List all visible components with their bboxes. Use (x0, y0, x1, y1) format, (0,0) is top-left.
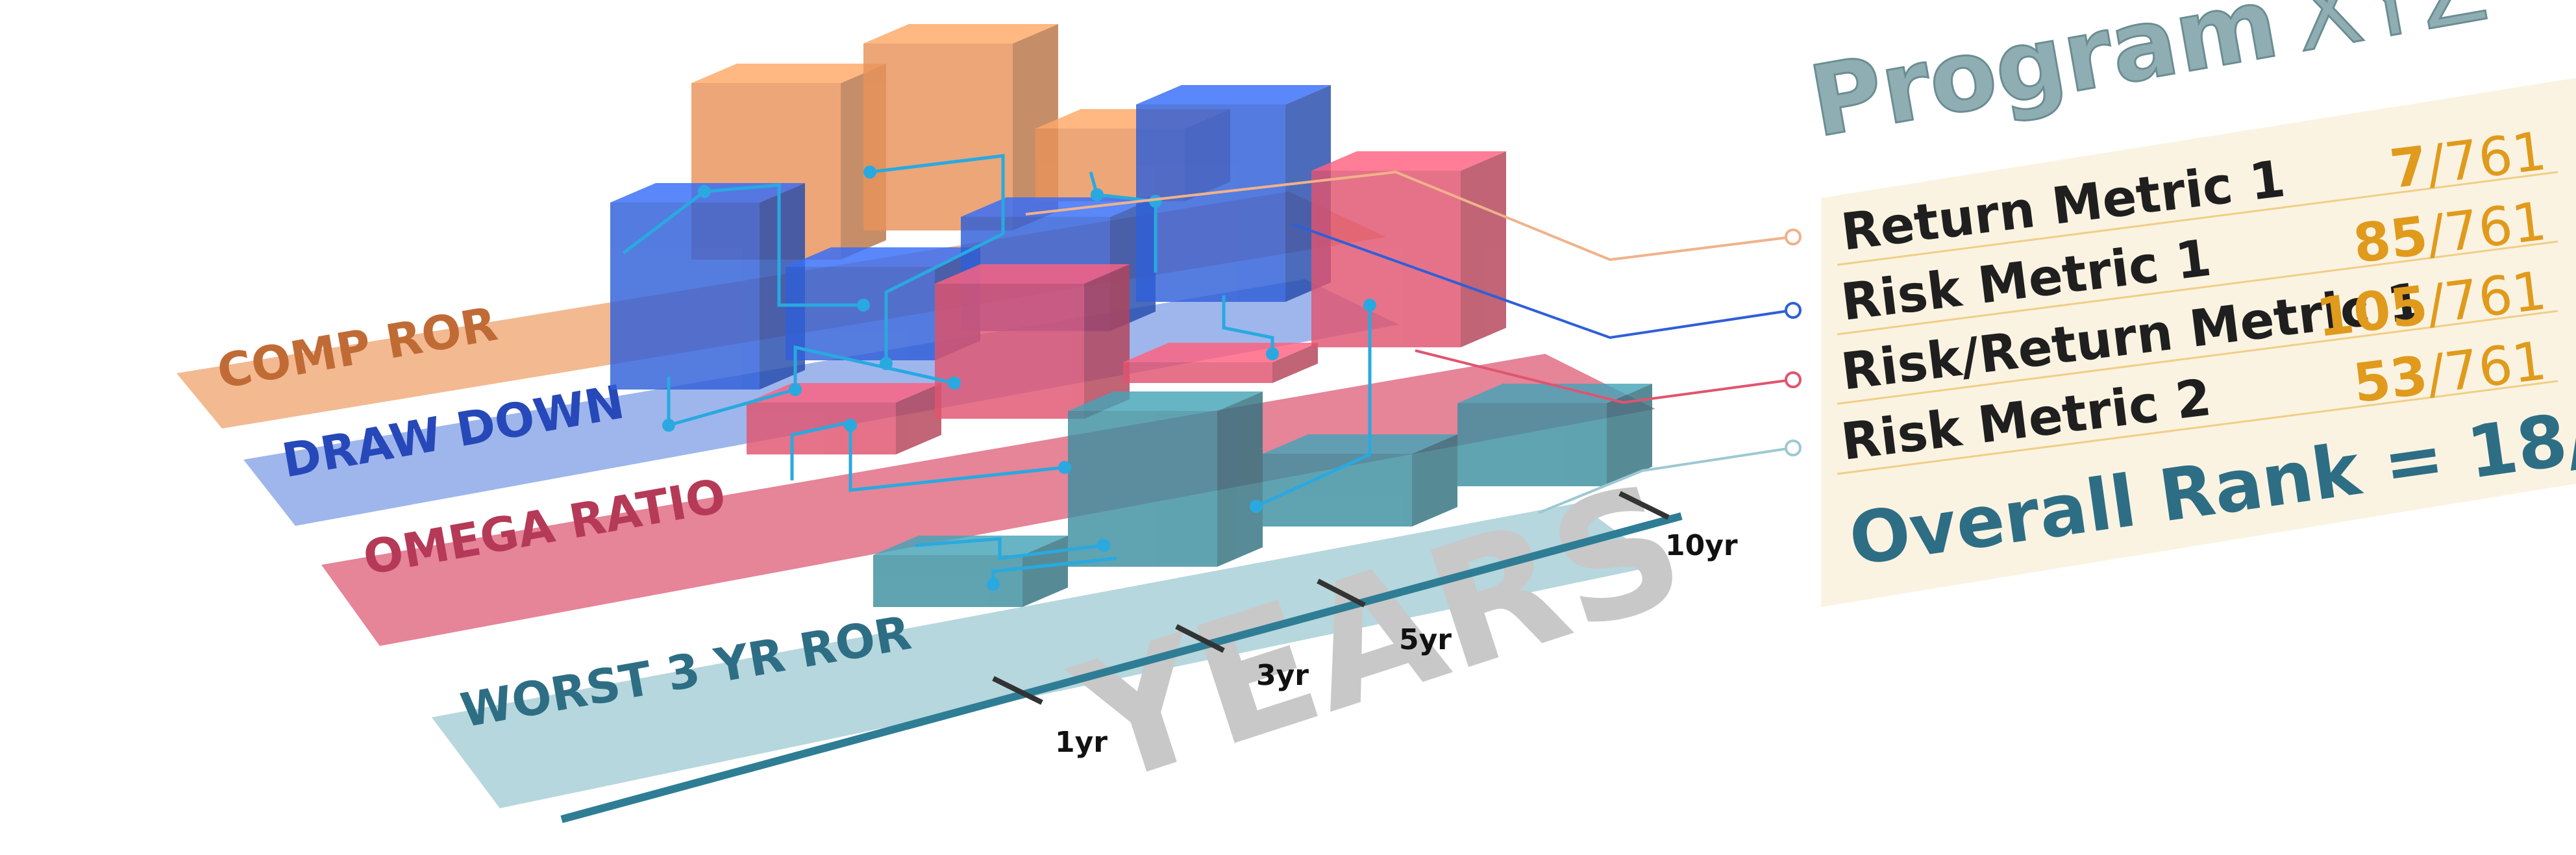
connector-dots (662, 166, 1376, 591)
band-omega-ratio (321, 354, 1655, 646)
panel-divider-lines (1837, 171, 2558, 475)
panel-background (1821, 78, 2576, 607)
metric-rank-risk-2: 53/761 (2350, 330, 2550, 415)
title-program: Program (1802, 0, 2286, 159)
bars (610, 24, 1652, 607)
metric-rank-return-1: 7/761 (2386, 121, 2549, 201)
leader-omega-ratio (1415, 349, 1792, 404)
metric-ranks: 7/761 85/761 105/761 53/761 (2313, 121, 2549, 415)
leader-lines (1025, 170, 1802, 514)
bar-worst-3-yr-ror-10yr (1457, 384, 1652, 486)
tick-label-1yr: 1yr (1055, 726, 1108, 759)
tick-label-10yr: 10yr (1665, 529, 1738, 562)
tick-label-5yr: 5yr (1399, 623, 1452, 656)
bar-worst-3-yr-ror-1yr (873, 536, 1068, 607)
title-xyz: XYZ (2285, 0, 2495, 74)
leader-draw-down (1291, 223, 1792, 340)
bar-omega-ratio-10yr (1311, 151, 1506, 347)
bar-worst-3-yr-ror-5yr (1263, 434, 1457, 527)
band-worst-3yr (432, 503, 1662, 808)
bar-draw-down-10yr (1136, 85, 1331, 302)
rank-panel: ProgramXYZ Return Metric 1 Risk Metric 1… (1802, 0, 2576, 607)
bar-omega-ratio-3yr (935, 264, 1130, 419)
bar-draw-down-1yr (610, 183, 805, 390)
leader-comp-ror (1025, 170, 1792, 262)
axis-line (560, 512, 1683, 823)
tick-label-3yr: 3yr (1256, 659, 1309, 692)
metric-rank-risk-1: 85/761 (2350, 191, 2550, 276)
metric-rank-risk-return-1: 105/761 (2313, 260, 2549, 350)
leader-worst-3yr (1538, 447, 1792, 514)
axis-ticks (992, 491, 1670, 705)
bar-worst-3-yr-ror-3yr (1068, 391, 1263, 567)
